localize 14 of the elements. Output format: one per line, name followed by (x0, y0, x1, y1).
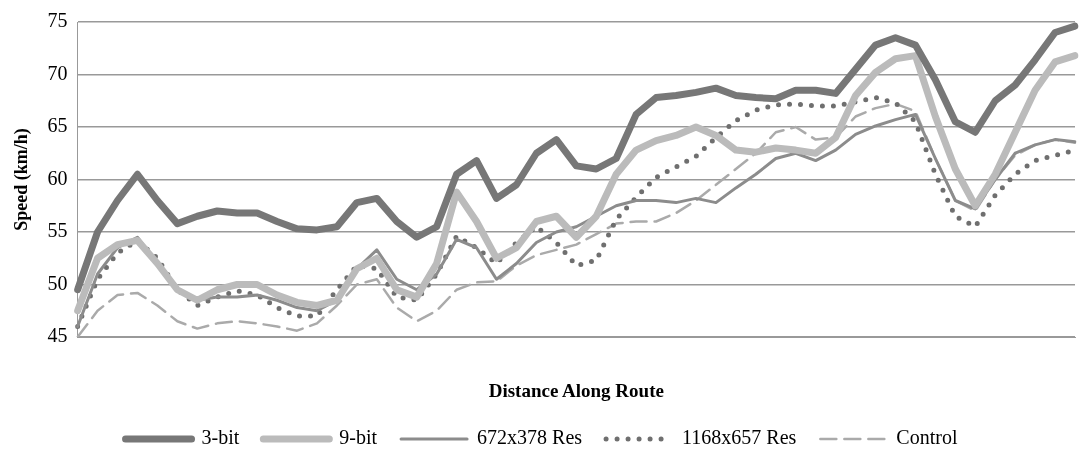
legend-label: Control (896, 426, 958, 449)
y-tick-label: 60 (47, 166, 68, 189)
legend-label: 1168x657 Res (682, 426, 797, 449)
y-axis-title: Speed (km/h) (11, 128, 33, 231)
y-tick-label: 75 (47, 9, 68, 32)
x-axis-title: Distance Along Route (488, 379, 664, 401)
legend-label: 672x378 Res (477, 426, 583, 449)
legend-label: 9-bit (339, 426, 378, 449)
y-tick-label: 70 (47, 61, 68, 84)
y-tick-label: 50 (47, 271, 68, 294)
y-tick-label: 65 (47, 114, 68, 137)
y-tick-label: 45 (47, 324, 68, 347)
legend-label: 3-bit (201, 426, 240, 449)
y-tick-label: 55 (47, 219, 68, 242)
